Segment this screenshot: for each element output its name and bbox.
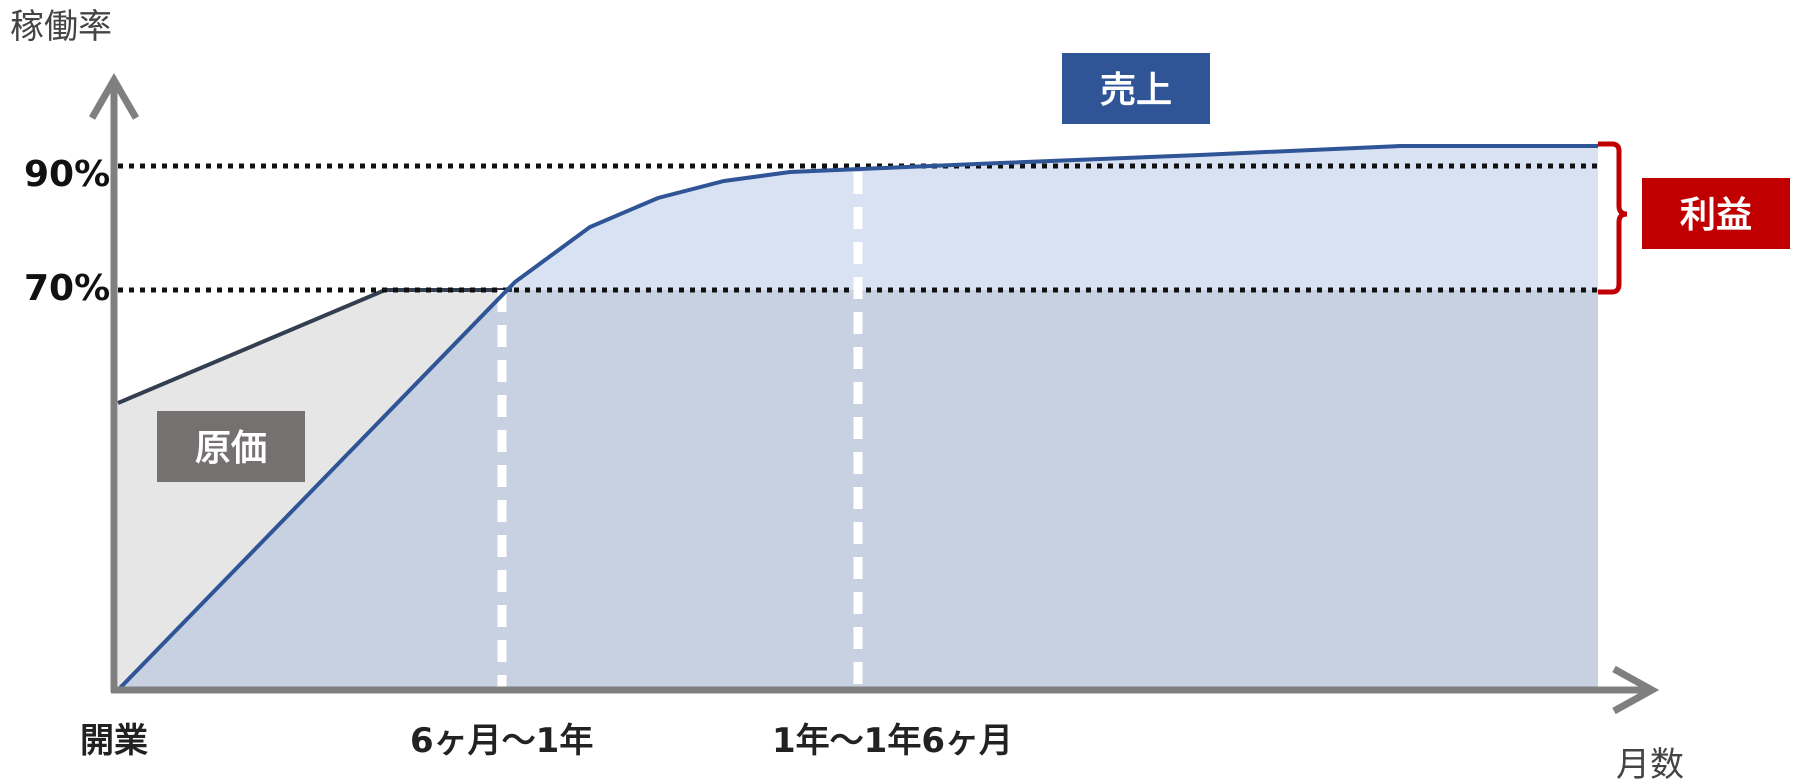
- sales-label: 売上: [1062, 53, 1210, 124]
- y-axis-title: 稼働率: [10, 7, 112, 47]
- level-70-label: 70%: [24, 268, 110, 309]
- cost-label-box: [157, 411, 305, 482]
- sales-label-box: [1062, 53, 1210, 124]
- sales-label-text: 売上: [1100, 70, 1172, 111]
- cost-label-text: 原価: [195, 428, 267, 469]
- level-90-label: 90%: [24, 154, 110, 195]
- x-axis-title: 月数: [1616, 745, 1684, 783]
- cost-label: 原価: [157, 411, 305, 482]
- x-tick-open: 開業: [80, 721, 148, 761]
- profit-label: 利益: [1642, 178, 1790, 249]
- x-axis-arrowhead: [1612, 665, 1660, 715]
- x-tick-6m-1y: 6ヶ月〜1年: [410, 721, 593, 761]
- profit-bracket: [1598, 141, 1628, 295]
- profit-label-box: [1642, 178, 1790, 249]
- y-axis-arrowhead: [88, 73, 140, 120]
- sales-line: [116, 144, 1598, 692]
- x-tick-1y-1y6m: 1年〜1年6ヶ月: [772, 721, 1013, 761]
- profit-label-text: 利益: [1680, 195, 1752, 236]
